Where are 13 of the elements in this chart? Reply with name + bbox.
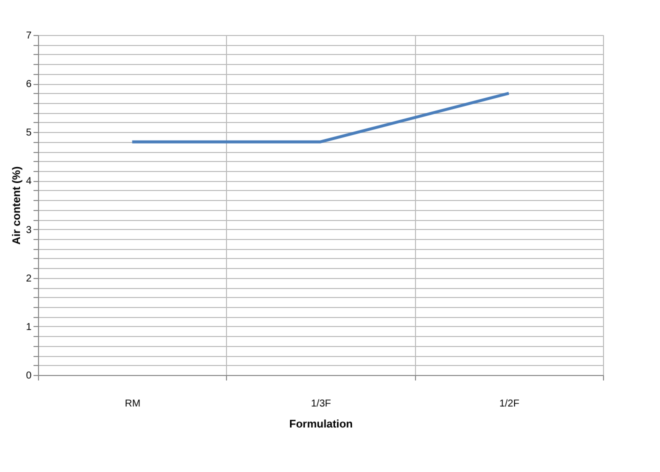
- y-tick-label: 3: [26, 224, 32, 236]
- x-tick-label: 1/3F: [310, 398, 332, 410]
- x-tick-label: RM: [124, 398, 140, 410]
- y-axis-title: Air content (%): [10, 166, 23, 245]
- y-tick-label: 1: [26, 322, 32, 333]
- y-tick-label: 7: [26, 30, 32, 42]
- y-tick-label: 4: [26, 176, 32, 188]
- x-tick-label: 1/2F: [499, 398, 520, 410]
- y-tick-label: 0: [26, 370, 32, 382]
- y-tick-label: 2: [26, 273, 32, 284]
- y-tick-label: 5: [26, 128, 32, 139]
- y-tick-label: 6: [26, 79, 32, 90]
- x-axis-title: Formulation: [289, 418, 354, 430]
